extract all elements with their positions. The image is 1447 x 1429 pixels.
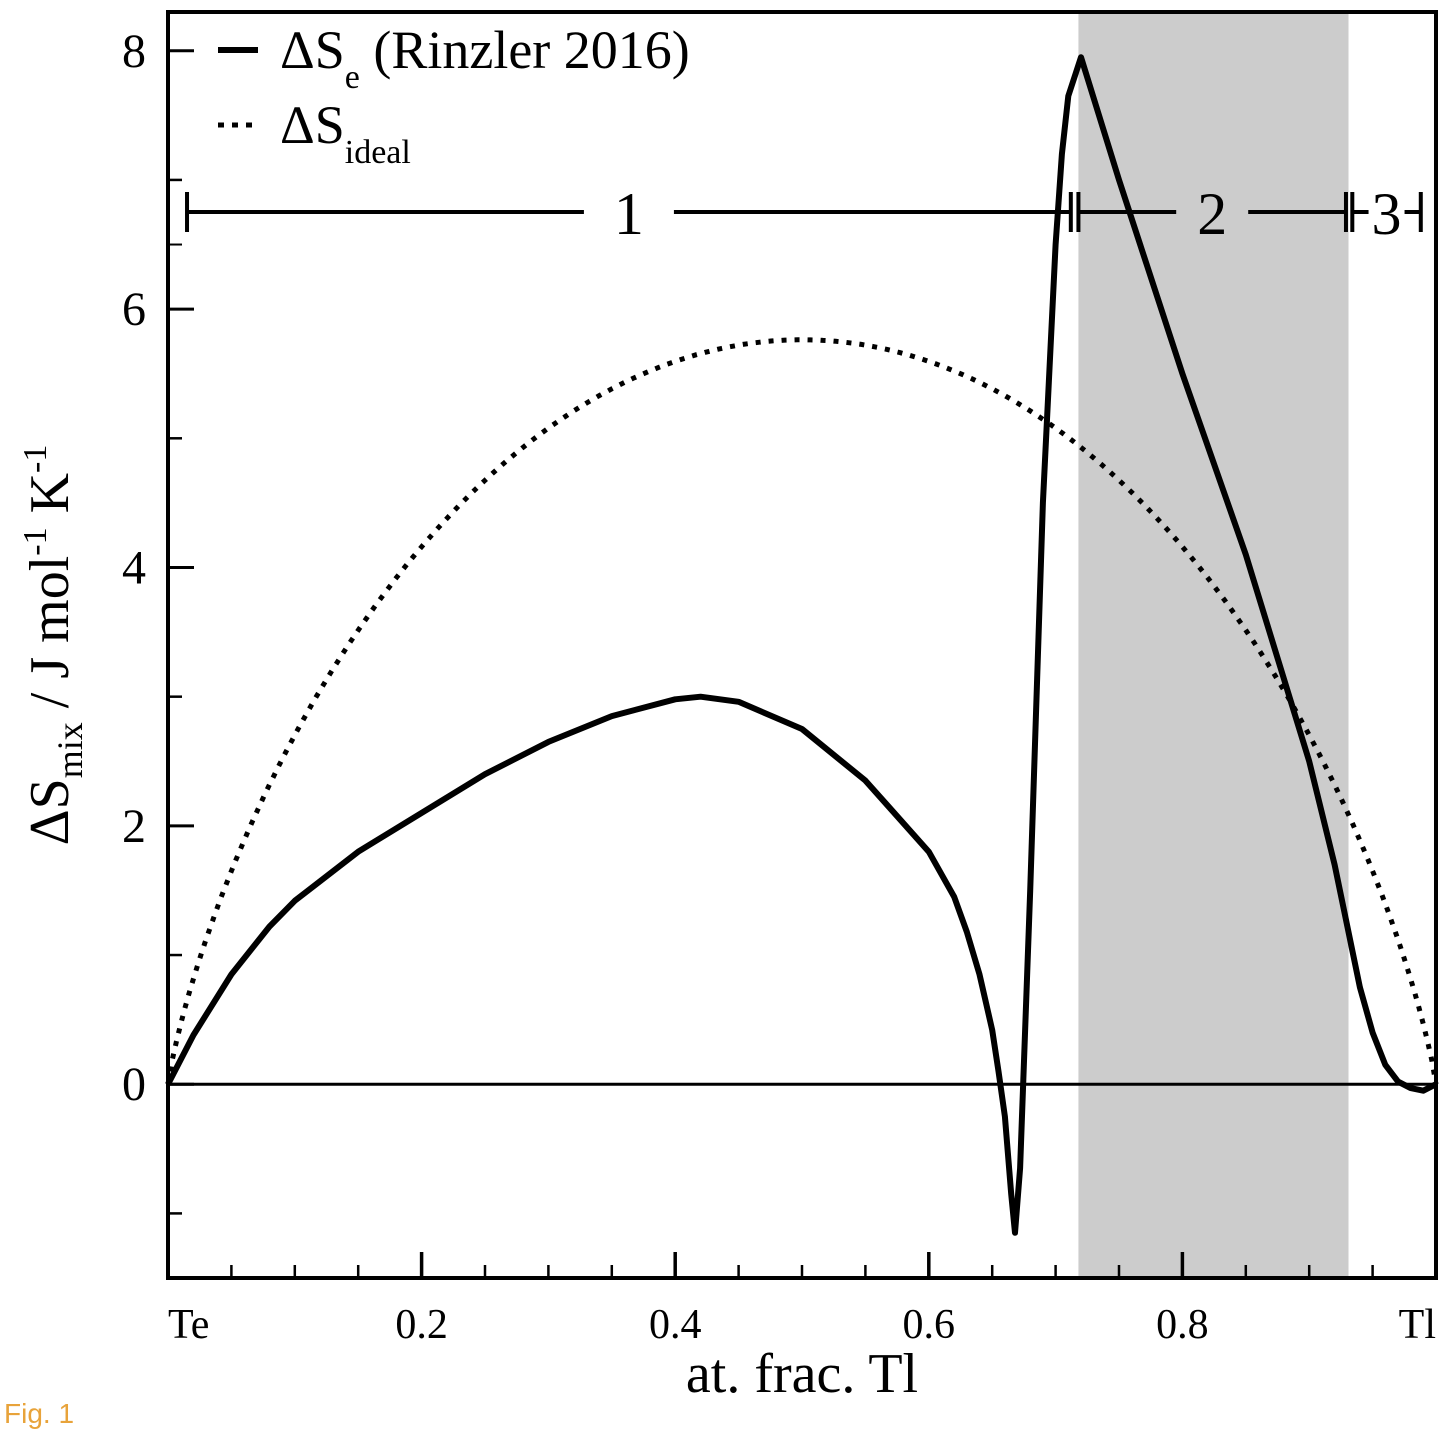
x-tick-label: 0.4 [649, 1302, 702, 1348]
legend-label: ΔSideal [280, 95, 411, 171]
y-title-unit2: K [19, 473, 81, 527]
legend-sub: e [345, 59, 360, 96]
x-tick-label: 0.6 [903, 1302, 956, 1348]
y-axis-title: ΔSmix / J mol-1 K-1 [17, 445, 90, 846]
region-label: 1 [614, 181, 644, 247]
shaded-region [1078, 12, 1349, 1278]
y-title-unit: / J mol [19, 556, 81, 722]
y-tick-label: 4 [122, 541, 146, 594]
region-label: 2 [1197, 181, 1227, 247]
y-title-sub: mix [50, 722, 90, 778]
x-tick-label: 0.2 [395, 1302, 448, 1348]
y-title-exp: -1 [17, 527, 54, 555]
legend-suffix: (Rinzler 2016) [360, 20, 690, 80]
legend-label: ΔSe (Rinzler 2016) [280, 20, 690, 96]
y-title-symbol: ΔS [19, 778, 81, 845]
y-tick-label: 2 [122, 800, 146, 853]
y-tick-label: 6 [122, 283, 146, 336]
series-line-ideal [165, 337, 1439, 1085]
figure-label: Fig. 1 [4, 1398, 75, 1429]
x-tick-label: 0.8 [1156, 1302, 1209, 1348]
legend-symbol: ΔS [280, 20, 345, 80]
legend-symbol: ΔS [280, 95, 345, 155]
y-tick-label: 8 [122, 25, 146, 78]
legend-sub: ideal [345, 134, 411, 171]
series-line-se [165, 54, 1438, 1236]
region-label: 3 [1372, 181, 1402, 247]
y-tick-label: 0 [122, 1058, 146, 1111]
y-title-exp2: -1 [17, 445, 54, 473]
x-tick-label: Te [168, 1302, 209, 1348]
x-axis-title: at. frac. Tl [686, 1343, 918, 1400]
x-tick-label: Tl [1399, 1302, 1436, 1348]
